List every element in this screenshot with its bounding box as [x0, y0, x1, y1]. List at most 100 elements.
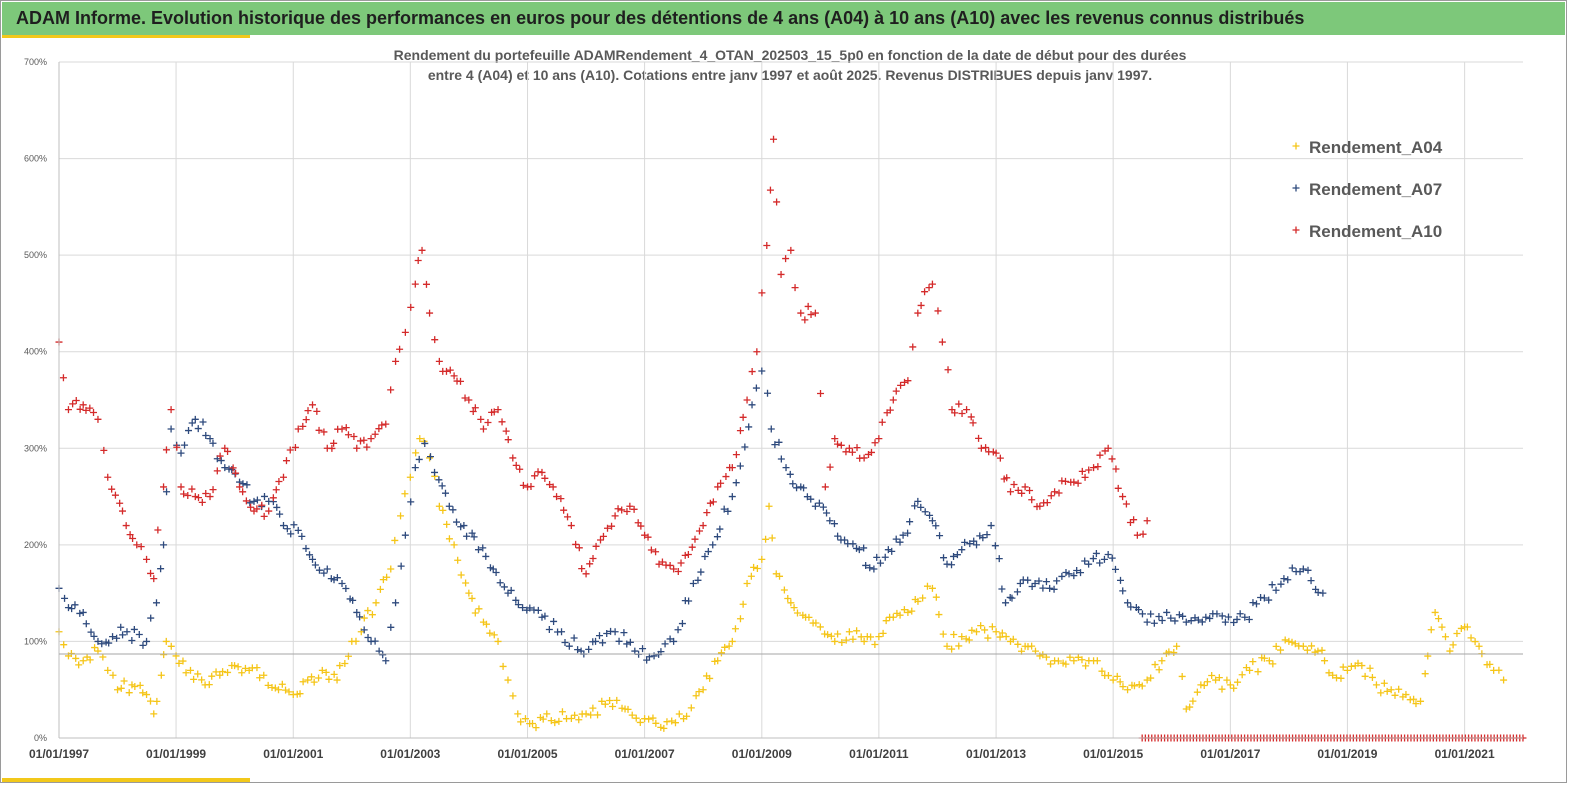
data-point: [753, 348, 761, 356]
data-point: [914, 309, 922, 317]
data-point: [273, 503, 281, 511]
data-point: [728, 637, 736, 645]
data-point: [882, 617, 890, 625]
data-point: [652, 719, 660, 727]
data-point: [1358, 662, 1366, 670]
data-point: [236, 483, 244, 491]
data-point: [282, 686, 290, 694]
data-point: [422, 280, 430, 288]
data-point: [391, 536, 399, 544]
x-tick-label: 01/01/2013: [966, 747, 1026, 761]
data-point: [594, 711, 602, 719]
data-point: [1242, 664, 1250, 672]
data-point: [1009, 635, 1017, 643]
data-point: [1147, 610, 1155, 618]
data-point: [1074, 653, 1082, 661]
data-point: [1236, 610, 1244, 618]
data-point: [392, 357, 400, 365]
data-point: [1098, 667, 1106, 675]
data-point: [1427, 626, 1435, 634]
data-point: [191, 415, 199, 423]
data-point: [494, 637, 502, 645]
data-point: [948, 561, 956, 569]
data-point: [1265, 596, 1273, 604]
data-point: [1147, 674, 1155, 682]
data-point: [1285, 637, 1293, 645]
data-point: [979, 534, 987, 542]
data-point: [567, 714, 575, 722]
data-point: [139, 641, 147, 649]
data-point: [1245, 615, 1253, 623]
data-point: [699, 686, 707, 694]
data-point: [1354, 659, 1362, 667]
data-point: [1028, 642, 1036, 650]
data-point: [457, 523, 465, 531]
data-point: [228, 662, 236, 670]
data-layer: [55, 135, 1527, 742]
data-point: [973, 541, 981, 549]
data-point: [457, 377, 465, 385]
data-point: [177, 483, 185, 491]
data-point: [173, 443, 181, 451]
data-point: [666, 635, 674, 643]
data-point: [585, 645, 593, 653]
data-point: [185, 427, 193, 435]
data-point: [1062, 568, 1070, 576]
data-point: [578, 565, 586, 573]
data-point: [100, 446, 108, 454]
data-point: [782, 464, 790, 472]
data-point: [418, 246, 426, 254]
data-point: [1193, 688, 1201, 696]
data-point: [789, 480, 797, 488]
data-point: [685, 597, 693, 605]
data-point: [1155, 613, 1163, 621]
data-point: [177, 449, 185, 457]
data-point: [599, 639, 607, 647]
data-point: [1066, 653, 1074, 661]
data-point: [454, 556, 462, 564]
y-tick-label: 600%: [24, 154, 47, 164]
data-point: [435, 357, 443, 365]
data-point: [1158, 657, 1166, 665]
data-point: [984, 634, 992, 642]
data-point: [695, 688, 703, 696]
data-point: [198, 676, 206, 684]
data-point: [1003, 474, 1011, 482]
data-point: [805, 613, 813, 621]
data-point: [965, 636, 973, 644]
data-point: [938, 338, 946, 346]
data-point: [206, 493, 214, 501]
data-point: [940, 554, 948, 562]
data-point: [1122, 500, 1130, 508]
data-point: [1108, 455, 1116, 463]
data-point: [1139, 530, 1147, 538]
data-point: [747, 572, 755, 580]
data-point: [950, 630, 958, 638]
data-point: [160, 541, 168, 549]
data-point: [807, 311, 815, 319]
data-point: [360, 626, 368, 634]
data-point: [955, 400, 963, 408]
data-point: [322, 668, 330, 676]
data-point: [608, 522, 616, 530]
data-point: [875, 633, 883, 641]
data-point: [866, 564, 874, 572]
data-point: [309, 401, 317, 409]
data-point: [681, 551, 689, 559]
data-point: [310, 678, 318, 686]
data-point: [739, 413, 747, 421]
data-point: [728, 493, 736, 501]
data-point: [372, 599, 380, 607]
data-point: [819, 503, 827, 511]
data-point: [867, 633, 875, 641]
data-point: [139, 689, 147, 697]
data-point: [479, 544, 487, 552]
data-point: [816, 623, 824, 631]
data-point: [330, 670, 338, 678]
data-point: [1078, 467, 1086, 475]
data-point: [356, 613, 364, 621]
data-point: [157, 671, 165, 679]
data-point: [294, 425, 302, 433]
data-point: [1467, 634, 1475, 642]
data-point: [1446, 647, 1454, 655]
